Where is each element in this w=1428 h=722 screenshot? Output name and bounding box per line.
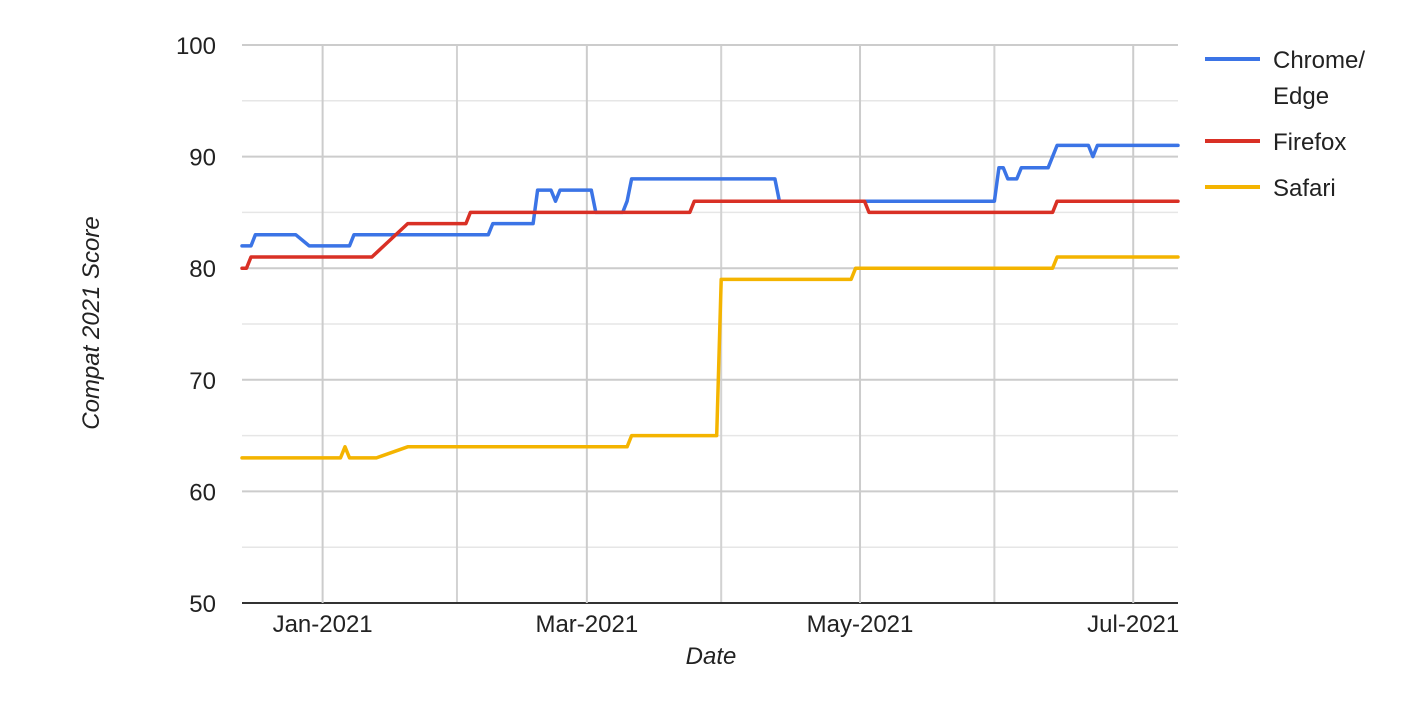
y-tick-label: 100 [176,33,216,60]
series-lines [240,143,1180,460]
series-line-firefox [240,199,1180,270]
x-axis-title: Date [686,643,737,670]
legend-item: Safari [1205,175,1336,202]
legend-label: Edge [1273,83,1329,110]
y-axis-ticks: 50 60 70 80 90 100 [176,33,216,618]
legend-item: Firefox [1205,129,1346,156]
y-tick-label: 70 [189,368,216,395]
series-line-chrome-edge [240,143,1180,248]
minor-gridlines [242,45,1178,603]
x-axis-ticks: Jan-2021 Mar-2021 May-2021 Jul-2021 [273,611,1180,638]
x-tick-label: Jul-2021 [1087,611,1179,638]
x-tick-label: May-2021 [807,611,914,638]
legend: Chrome/Edge Firefox Safari [1205,47,1365,202]
legend-label: Firefox [1273,129,1346,156]
series-line-safari [240,255,1180,460]
x-tick-label: Jan-2021 [273,611,373,638]
major-gridlines [242,44,1178,604]
y-axis-title: Compat 2021 Score [78,216,105,429]
y-tick-label: 80 [189,256,216,283]
legend-label: Safari [1273,175,1336,202]
x-tick-label: Mar-2021 [535,611,638,638]
y-tick-label: 90 [189,145,216,172]
y-tick-label: 60 [189,479,216,506]
legend-label: Chrome/ [1273,47,1365,74]
y-tick-label: 50 [189,591,216,618]
legend-item: Chrome/Edge [1205,47,1365,110]
